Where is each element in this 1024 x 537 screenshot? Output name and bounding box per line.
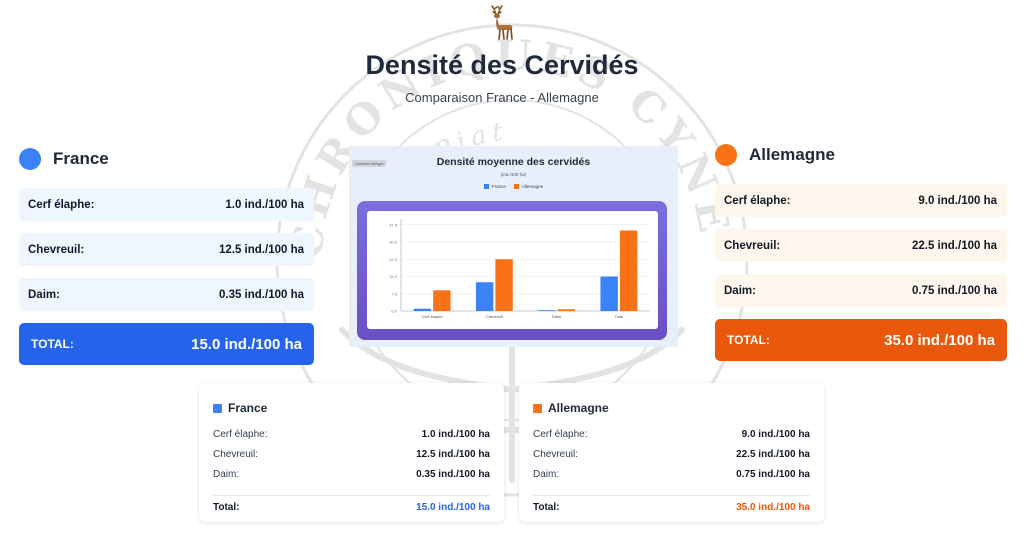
france-row-cerf: Cerf élaphe: 1.0 ind./100 ha [19, 188, 314, 221]
row-label: Chevreuil: [213, 449, 259, 460]
bar-france-3[interactable] [600, 276, 618, 312]
germany-card-total: Total: 35.0 ind./100 ha [533, 495, 810, 513]
row-value: 22.5 ind./100 ha [736, 449, 810, 460]
germany-square-icon [533, 403, 542, 413]
total-value: 35.0 ind./100 ha [884, 331, 995, 349]
france-card-title: France [228, 401, 268, 415]
row-label: Daim: [724, 284, 756, 297]
row-label: Cerf élaphe: [213, 429, 268, 440]
row-label: Cerf élaphe: [533, 429, 588, 440]
total-value: 15.0 ind./100 ha [416, 502, 490, 513]
germany-summary-card: Allemagne Cerf élaphe: 9.0 ind./100 ha C… [519, 383, 824, 522]
row-label: Daim: [533, 469, 560, 480]
x-tick-label: Total [615, 314, 624, 319]
legend-item-germany[interactable]: Allemagne [513, 184, 544, 189]
x-tick-label: Cerf élaphe [422, 314, 443, 319]
legend-swatch-france [483, 184, 489, 189]
france-summary-card: France Cerf élaphe: 1.0 ind./100 ha Chev… [199, 383, 504, 522]
germany-card-row-chevreuil: Chevreuil: 22.5 ind./100 ha [533, 449, 810, 469]
x-tick-label: Daim [552, 314, 562, 319]
germany-panel: Allemagne Cerf élaphe: 9.0 ind./100 ha C… [715, 141, 1007, 361]
y-tick-label: 30.0 [389, 240, 398, 245]
legend-swatch-germany [513, 184, 519, 189]
legend-label: Allemagne [521, 184, 544, 189]
total-value: 15.0 ind./100 ha [191, 335, 302, 353]
bar-allemagne-1[interactable] [495, 259, 513, 311]
france-card-row-daim: Daim: 0.35 ind./100 ha [213, 469, 490, 489]
y-tick-label: 0.0 [391, 309, 397, 314]
germany-card-title: Allemagne [548, 401, 609, 415]
y-tick-label: 37.5 [389, 222, 398, 227]
france-panel-title: France [53, 149, 109, 168]
row-label: Daim: [213, 469, 240, 480]
bar-chart: 0.0 7.5 15.0 22.5 30.0 37.5 Cerf élaphe Chevreu… [389, 219, 650, 319]
germany-row-daim: Daim: 0.75 ind./100 ha [715, 274, 1007, 307]
total-label: Total: [533, 502, 560, 513]
row-value: 0.35 ind./100 ha [416, 469, 490, 480]
germany-card-row-cerf: Cerf élaphe: 9.0 ind./100 ha [533, 429, 810, 449]
x-tick-label: Chevreuil [486, 314, 503, 319]
row-label: Cerf élaphe: [724, 194, 791, 207]
row-value: 1.0 ind./100 ha [225, 198, 304, 211]
row-value: 9.0 ind./100 ha [741, 429, 810, 440]
y-tick-label: 7.5 [391, 291, 397, 296]
chart-frame: 0.0 7.5 15.0 22.5 30.0 37.5 Cerf élaphe Chevreu… [357, 201, 667, 340]
chart-card: Contenu intégré Densité moyenne des cerv… [349, 146, 678, 347]
chart-subtitle: (ind./100 ha) [500, 172, 527, 177]
germany-total: TOTAL: 35.0 ind./100 ha [715, 319, 1007, 361]
legend-label: France [491, 184, 506, 189]
france-card-header: France [213, 401, 490, 415]
germany-card-row-daim: Daim: 0.75 ind./100 ha [533, 469, 810, 489]
row-value: 0.75 ind./100 ha [736, 469, 810, 480]
france-panel-header: France [19, 145, 314, 173]
france-card-row-chevreuil: Chevreuil: 12.5 ind./100 ha [213, 449, 490, 469]
row-label: Cerf élaphe: [28, 198, 95, 211]
france-row-daim: Daim: 0.35 ind./100 ha [19, 278, 314, 311]
france-card-total: Total: 15.0 ind./100 ha [213, 495, 490, 513]
deer-icon [491, 5, 513, 40]
france-panel: France Cerf élaphe: 1.0 ind./100 ha Chev… [19, 145, 314, 365]
bar-france-2[interactable] [538, 310, 556, 311]
germany-row-cerf: Cerf élaphe: 9.0 ind./100 ha [715, 184, 1007, 217]
row-value: 9.0 ind./100 ha [918, 194, 997, 207]
total-label: TOTAL: [727, 333, 770, 347]
page-title: Densité des Cervidés [365, 50, 639, 80]
bar-allemagne-2[interactable] [557, 309, 576, 311]
row-label: Chevreuil: [724, 239, 781, 252]
row-value: 1.0 ind./100 ha [421, 429, 490, 440]
france-total: TOTAL: 15.0 ind./100 ha [19, 323, 314, 365]
row-value: 12.5 ind./100 ha [218, 243, 304, 256]
row-label: Chevreuil: [28, 243, 85, 256]
france-square-icon [213, 403, 222, 413]
germany-panel-header: Allemagne [715, 141, 1007, 169]
bar-allemagne-0[interactable] [433, 290, 451, 311]
germany-dot-icon [715, 144, 737, 166]
page-subtitle: Comparaison France - Allemagne [405, 90, 599, 105]
row-value: 0.35 ind./100 ha [218, 288, 304, 301]
row-value: 0.75 ind./100 ha [911, 284, 997, 297]
germany-row-chevreuil: Chevreuil: 22.5 ind./100 ha [715, 229, 1007, 262]
y-tick-label: 22.5 [389, 257, 398, 262]
total-value: 35.0 ind./100 ha [736, 502, 810, 513]
total-label: Total: [213, 502, 240, 513]
chart-plot-area: 0.0 7.5 15.0 22.5 30.0 37.5 Cerf élaphe Chevreu… [367, 211, 658, 329]
total-label: TOTAL: [31, 337, 74, 351]
germany-card-header: Allemagne [533, 401, 810, 415]
bar-france-1[interactable] [475, 282, 494, 311]
france-row-chevreuil: Chevreuil: 12.5 ind./100 ha [19, 233, 314, 266]
row-label: Chevreuil: [533, 449, 579, 460]
row-value: 22.5 ind./100 ha [911, 239, 997, 252]
bar-allemagne-3[interactable] [619, 230, 638, 312]
y-tick-label: 15.0 [389, 274, 398, 279]
embedded-badge: Contenu intégré [352, 160, 387, 167]
row-value: 12.5 ind./100 ha [416, 449, 490, 460]
france-dot-icon [19, 148, 41, 170]
germany-panel-title: Allemagne [749, 145, 835, 164]
france-card-row-cerf: Cerf élaphe: 1.0 ind./100 ha [213, 429, 490, 449]
legend-item-france[interactable]: France [483, 184, 506, 189]
chart-legend: France Allemagne [349, 184, 678, 189]
bar-france-0[interactable] [413, 308, 432, 311]
row-label: Daim: [28, 288, 60, 301]
chart-title: Densité moyenne des cervidés [436, 156, 591, 168]
